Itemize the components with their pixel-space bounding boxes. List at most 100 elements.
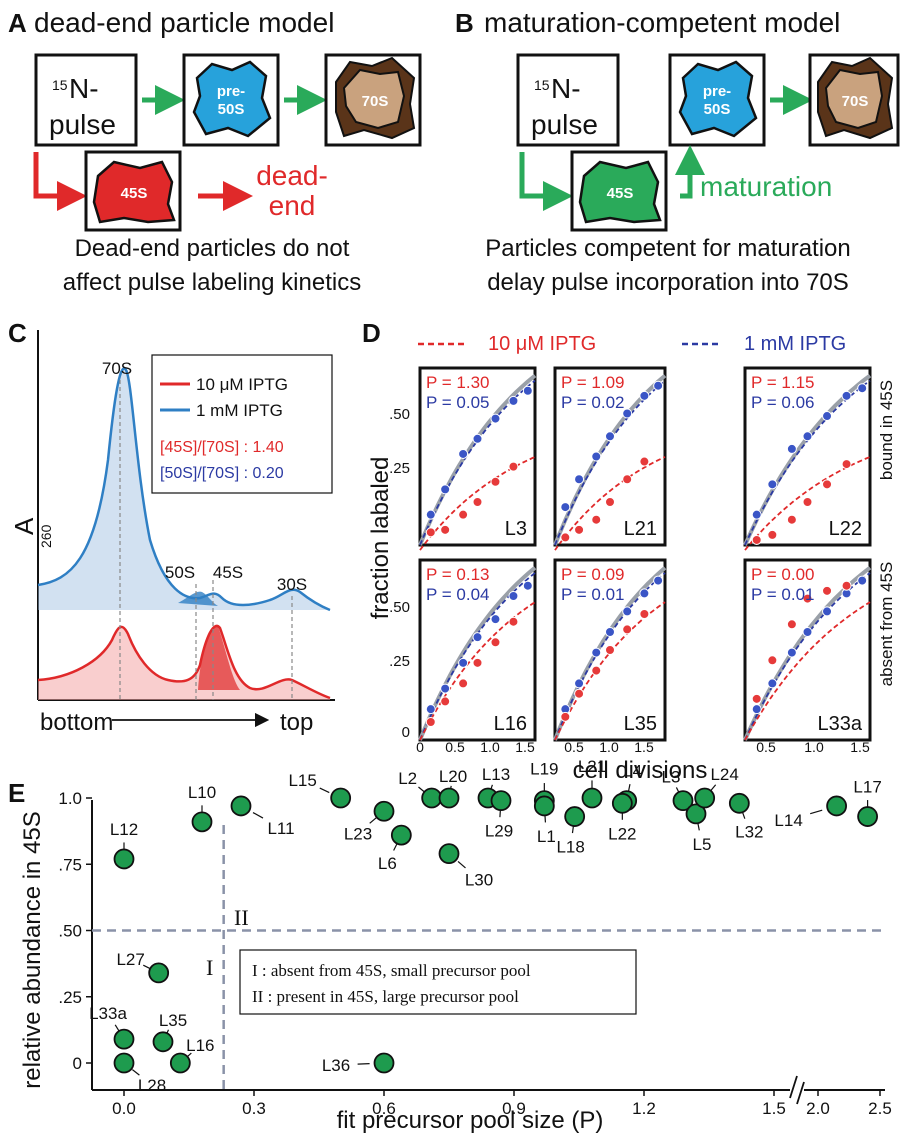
point-label: L36 [322,1056,350,1075]
protein-label: L33a [818,713,863,735]
d-ytick-r2-25: .25 [389,653,410,670]
s45-label-a: 45S [121,185,148,202]
point-label: L23 [344,824,372,843]
pulse-line1-a: N- [69,73,99,104]
point-l10: L10 [188,783,216,833]
d-ytick-r2-50: .50 [389,599,410,616]
panel-d-ylabel: fraction labaled [367,457,394,620]
point-label: L6 [378,854,397,873]
subplot-l35: P = 0.09P = 0.01 L35 [553,558,667,742]
point-red [472,497,483,508]
point-red [841,580,852,591]
panel-a-letter: A [8,8,27,38]
point-blue [458,657,469,668]
point-l12: L12 [110,820,138,870]
point-label: L27 [116,950,144,969]
point-blue [508,591,519,601]
point-label: L28 [138,1076,166,1095]
point-blue [522,385,533,396]
point-blue [822,411,833,422]
pulse-box-a [34,53,138,147]
data-point [152,1031,174,1053]
pre50s-l2-a: 50S [218,101,245,118]
e-xtick-label: 1.5 [762,1099,786,1118]
d-ytick-r1-25: .25 [389,460,410,477]
point-blue [822,606,833,617]
point-red [591,665,602,676]
point-label: L29 [485,822,513,841]
point-blue [857,575,868,586]
panel-e-letter: E [8,778,25,808]
point-l5: L5 [685,803,712,854]
arrow-pulse-to-45s-b [519,152,573,211]
point-red [508,616,519,627]
point-label: L35 [159,1011,187,1030]
point-blue [786,443,797,454]
point-red [751,534,762,545]
point-label: L3 [662,768,681,787]
d-xtick-b1: 0.5 [564,739,584,755]
point-red [508,461,519,472]
e-ytick-label: .25 [58,988,82,1007]
pulse-sup-b: 15 [534,77,550,93]
point-red [639,609,650,619]
arrow-45s-maturation [675,145,705,199]
point-l29: L29 [485,790,513,841]
point-red [605,497,615,508]
point-label: L2 [398,769,417,788]
data-point [390,824,412,846]
point-red [490,476,501,487]
d-ytick-r2-0: 0 [402,724,410,741]
point-l18: L18 [556,806,586,857]
point-label: L5 [693,835,712,854]
point-l11: L11 [230,795,295,838]
point-red [622,474,633,485]
point-blue [560,502,571,513]
point-l22: L22 [608,792,637,843]
p-red-label: P = 1.15 [751,373,815,392]
point-blue [490,614,501,625]
x-right-label: top [280,709,313,736]
point-label: L13 [482,765,510,784]
data-point [373,1052,395,1074]
caption-b-l1: Particles competent for maturation [485,235,851,262]
p-red-label: P = 1.30 [426,373,490,392]
ratio-blue: [50S]/[70S] : 0.20 [160,465,284,482]
leader-line [810,809,823,815]
data-point [113,1028,135,1050]
point-red [440,524,451,535]
point-red [605,645,615,655]
e-ytick-label: 1.0 [58,789,82,808]
subplot-l22: P = 1.15P = 0.06 L22 [743,366,872,551]
fit-curve-red [554,456,666,551]
panel-b-title: maturation-competent model [484,7,840,38]
point-red [786,514,797,525]
point-red [841,459,852,470]
d-xtick-c1: 0.5 [756,739,776,755]
point-blue [802,431,813,442]
blue-profile-line [37,367,331,612]
d-xtick-b2: 1.0 [599,739,619,755]
point-red [822,479,833,490]
point-red [767,655,778,666]
point-blue [574,474,585,485]
dead-end-l2: end [269,190,316,221]
axis-break-mark [789,1075,805,1105]
point-blue [490,413,501,424]
p-blue-label: P = 0.05 [426,393,490,412]
data-point [857,806,878,827]
e-xtick-label: 2.5 [868,1099,892,1118]
point-l28: L28 [113,1052,166,1095]
point-label: L19 [530,760,558,779]
pre50s-particle-a [192,60,272,138]
panel-c-legend [151,354,333,494]
point-l2: L2 [398,769,443,809]
e-xtick-label: 0.3 [242,1099,266,1118]
protein-label: L22 [829,518,862,540]
data-point [113,848,135,870]
s45-particle-a [92,160,176,224]
d-xtick-a0: 0 [416,739,424,755]
point-blue [440,683,451,694]
data-point [490,790,512,812]
